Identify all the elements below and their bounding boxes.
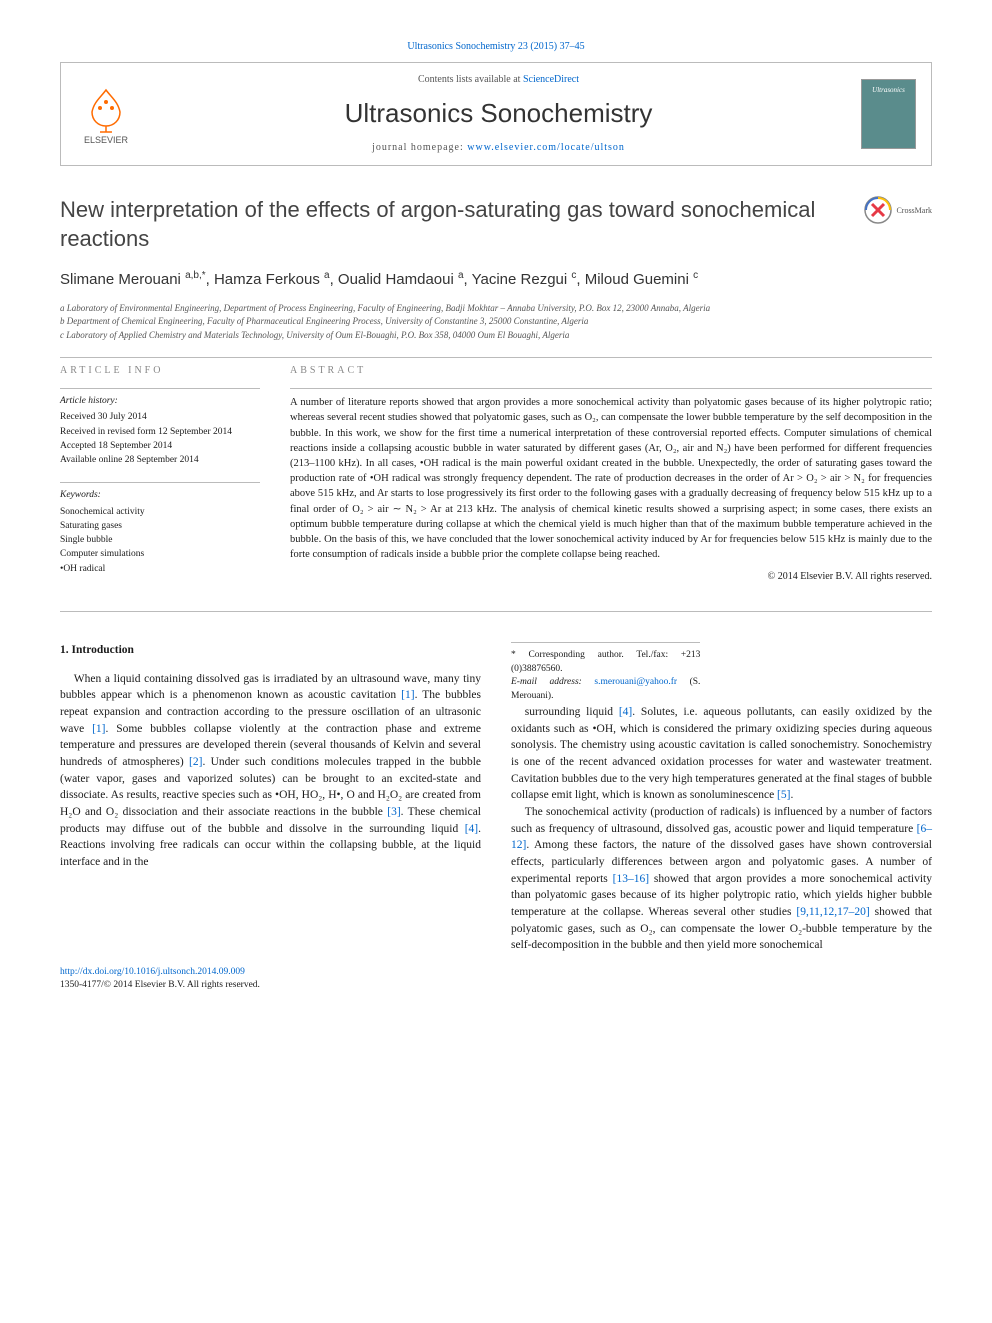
keyword-1: Sonochemical activity <box>60 505 260 519</box>
journal-ref-link[interactable]: Ultrasonics Sonochemistry 23 (2015) 37–4… <box>407 41 584 52</box>
crossmark-badge[interactable]: CrossMark <box>864 196 932 224</box>
email-prefix: E-mail address: <box>511 677 594 687</box>
affiliations: a Laboratory of Environmental Engineerin… <box>60 302 932 343</box>
article-title: New interpretation of the effects of arg… <box>60 196 864 253</box>
history-accepted: Accepted 18 September 2014 <box>60 439 260 453</box>
abstract-column: ABSTRACT A number of literature reports … <box>290 364 932 591</box>
publisher-logo[interactable]: ELSEVIER <box>76 82 136 147</box>
divider <box>60 482 260 483</box>
issn-copyright: 1350-4177/© 2014 Elsevier B.V. All right… <box>60 980 260 990</box>
journal-title: Ultrasonics Sonochemistry <box>136 95 861 131</box>
history-label: Article history: <box>60 395 260 408</box>
keyword-2: Saturating gases <box>60 519 260 533</box>
header-box: ELSEVIER Contents lists available at Sci… <box>60 62 932 166</box>
contents-line: Contents lists available at ScienceDirec… <box>136 73 861 87</box>
abstract-text: A number of literature reports showed th… <box>290 395 932 562</box>
journal-reference: Ultrasonics Sonochemistry 23 (2015) 37–4… <box>60 40 932 54</box>
paragraph-3: The sonochemical activity (production of… <box>511 804 932 954</box>
keyword-3: Single bubble <box>60 533 260 547</box>
affiliation-b: b Department of Chemical Engineering, Fa… <box>60 315 932 329</box>
publisher-name: ELSEVIER <box>84 134 128 147</box>
divider <box>60 611 932 612</box>
elsevier-tree-icon <box>82 86 130 134</box>
email-link[interactable]: s.merouani@yahoo.fr <box>594 677 677 687</box>
homepage-line: journal homepage: www.elsevier.com/locat… <box>136 141 861 155</box>
divider <box>290 388 932 389</box>
crossmark-icon <box>864 196 892 224</box>
homepage-link[interactable]: www.elsevier.com/locate/ultson <box>467 142 625 153</box>
affiliation-a: a Laboratory of Environmental Engineerin… <box>60 302 932 316</box>
doi-footer: http://dx.doi.org/10.1016/j.ultsonch.201… <box>60 966 932 993</box>
divider <box>60 388 260 389</box>
history-received: Received 30 July 2014 <box>60 410 260 424</box>
copyright: © 2014 Elsevier B.V. All rights reserved… <box>290 570 932 584</box>
body-text: 1. Introduction When a liquid containing… <box>60 642 932 954</box>
corresponding-author-footer: * Corresponding author. Tel./fax: +213 (… <box>511 642 700 704</box>
affiliation-c: c Laboratory of Applied Chemistry and Ma… <box>60 329 932 343</box>
cover-text: Ultrasonics <box>872 86 905 96</box>
paragraph-2: surrounding liquid [4]. Solutes, i.e. aq… <box>511 704 932 804</box>
keywords-label: Keywords: <box>60 489 260 502</box>
sciencedirect-link[interactable]: ScienceDirect <box>523 74 579 85</box>
keyword-5: •OH radical <box>60 562 260 576</box>
corresponding-line: * Corresponding author. Tel./fax: +213 (… <box>511 649 700 677</box>
crossmark-label: CrossMark <box>896 205 932 216</box>
article-info-column: ARTICLE INFO Article history: Received 3… <box>60 364 260 591</box>
history-revised: Received in revised form 12 September 20… <box>60 425 260 439</box>
keyword-4: Computer simulations <box>60 547 260 561</box>
journal-cover[interactable]: Ultrasonics <box>861 79 916 149</box>
paragraph-1: When a liquid containing dissolved gas i… <box>60 671 481 871</box>
abstract-heading: ABSTRACT <box>290 364 932 378</box>
info-heading: ARTICLE INFO <box>60 364 260 378</box>
section-1-heading: 1. Introduction <box>60 642 481 659</box>
doi-link[interactable]: http://dx.doi.org/10.1016/j.ultsonch.201… <box>60 967 245 977</box>
authors: Slimane Merouani a,b,*, Hamza Ferkous a,… <box>60 269 932 290</box>
divider <box>60 357 932 358</box>
history-online: Available online 28 September 2014 <box>60 453 260 467</box>
